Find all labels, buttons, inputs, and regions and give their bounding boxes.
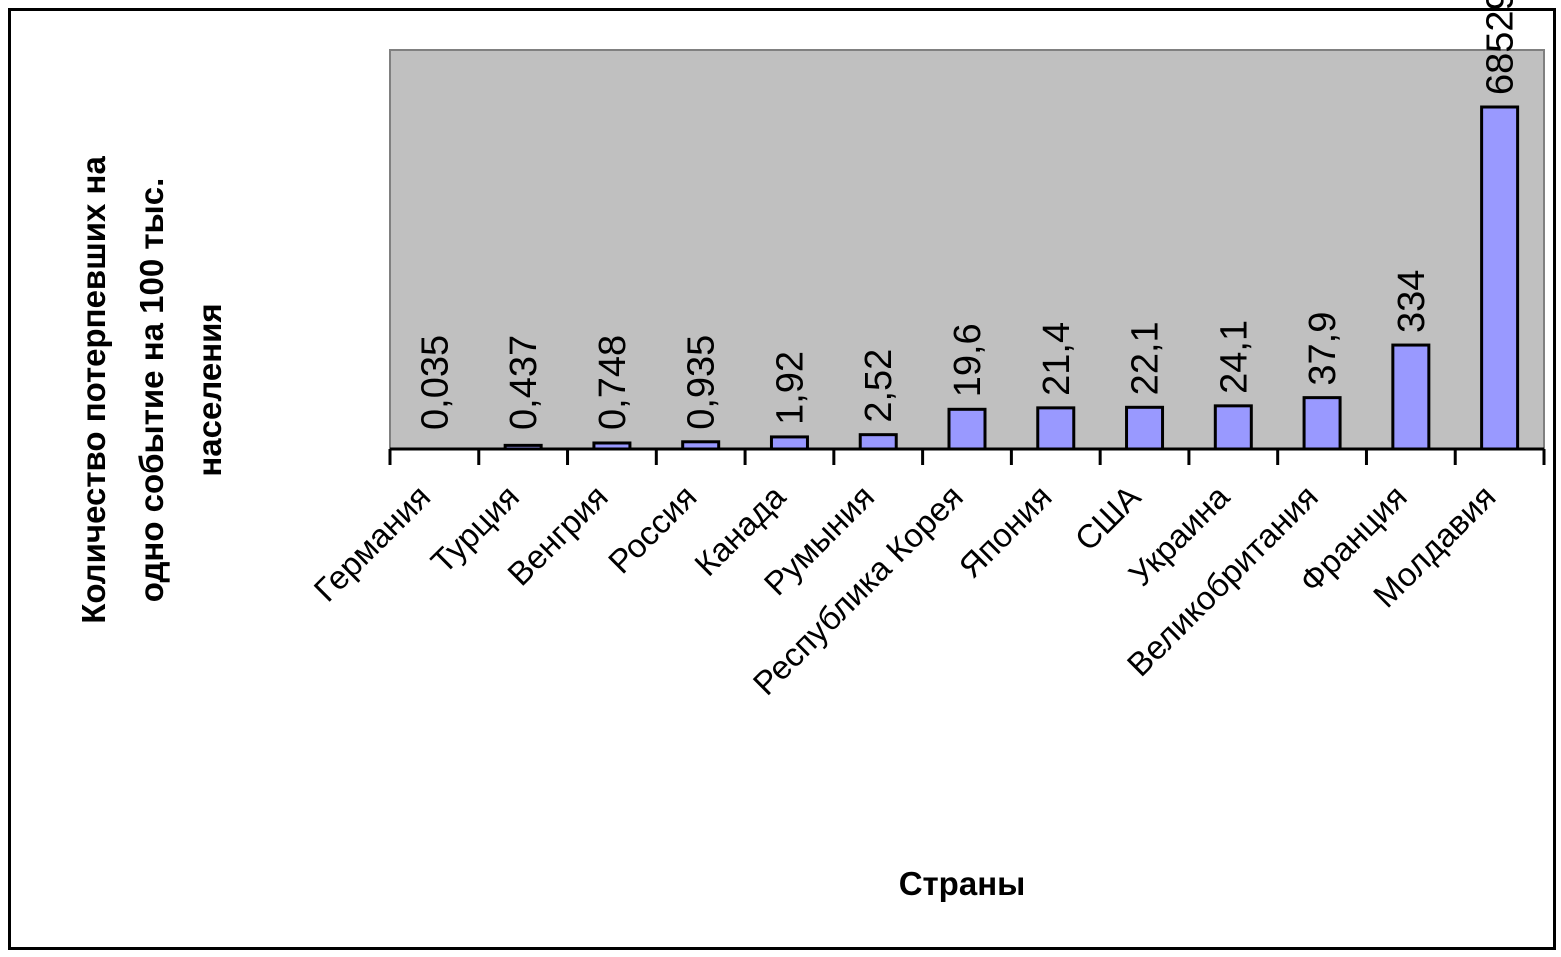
- data-label-8: 21,4: [1036, 322, 1078, 396]
- x-tick-label-8: Япония: [952, 478, 1059, 585]
- bar-7: [947, 407, 987, 451]
- bar-5: [769, 435, 809, 451]
- bars-layer: [414, 105, 1520, 451]
- bar-11: [1302, 396, 1342, 451]
- x-tick-label-3: Венгрия: [500, 478, 615, 593]
- bar-9: [1125, 405, 1165, 451]
- data-label-1: 0,035: [414, 335, 456, 430]
- data-label-3: 0,748: [592, 335, 634, 430]
- ticks-layer: [388, 449, 1546, 465]
- data-label-10: 24,1: [1213, 320, 1255, 394]
- bar-12: [1391, 343, 1431, 451]
- plot-area: [389, 49, 1545, 450]
- tick-labels-layer: ГерманияТурцияВенгрияРоссияКанадаРумыния…: [307, 477, 1503, 702]
- data-label-11: 37,9: [1302, 312, 1344, 386]
- data-label-4: 0,935: [681, 335, 723, 430]
- data-label-7: 19,6: [947, 323, 989, 397]
- x-tick-label-1: Германия: [307, 478, 438, 609]
- data-labels-layer: 0,035 0,437 0,748 0,935 1,92 2,52 19,6 21,4 22,1…: [414, 0, 1521, 430]
- data-label-2: 0,437: [503, 335, 545, 430]
- x-tick-label-4: Россия: [601, 478, 704, 581]
- data-label-9: 22,1: [1125, 321, 1167, 395]
- y-axis-label-line-2: одно событие на 100 тыс.: [133, 178, 170, 603]
- x-tick-label-9: США: [1068, 478, 1148, 558]
- bar-10: [1213, 404, 1253, 451]
- data-label-5: 1,92: [769, 351, 811, 425]
- data-label-12: 334: [1391, 270, 1433, 333]
- bar-6: [858, 433, 898, 451]
- x-axis-label: Страны: [899, 865, 1026, 902]
- y-axis-label-line-1: Количество потерпевших на: [75, 156, 112, 624]
- bar-8: [1036, 406, 1076, 451]
- data-label-13: 68529: [1480, 0, 1522, 95]
- y-axis-label-line-3: населения: [191, 303, 228, 476]
- bar-13: [1480, 105, 1520, 451]
- data-label-6: 2,52: [858, 349, 900, 423]
